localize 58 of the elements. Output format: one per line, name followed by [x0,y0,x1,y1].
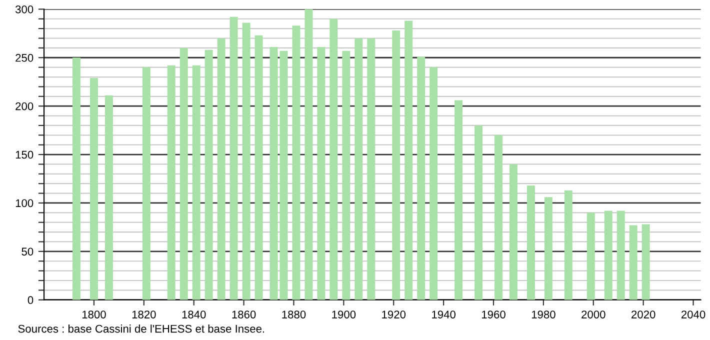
bar [204,50,213,300]
bar [526,186,535,300]
bar [642,224,650,300]
bar [270,46,278,300]
bar [404,20,413,300]
bar [430,67,438,300]
bar [616,210,625,300]
x-tick-label: 1980 [532,310,556,318]
bar [629,225,638,300]
x-tick-label: 2020 [632,310,656,318]
source-note: Sources : base Cassini de l'EHESS et base Insee. [18,324,264,333]
bar [242,22,250,300]
x-tick-label: 1960 [482,310,506,318]
y-tick-label: 0 [28,296,34,304]
bar [417,56,426,300]
bar [454,100,463,300]
bar [90,78,98,300]
x-tick-label: 1840 [182,310,206,318]
x-tick-label: 1800 [82,310,106,318]
bar [142,67,150,300]
y-tick-label: 300 [15,5,34,14]
x-tick-label: 1880 [282,310,306,318]
bar [564,190,572,300]
bar [474,125,483,300]
x-tick-label: 1940 [432,310,456,318]
bar [167,65,176,300]
bar [104,95,113,300]
bar [604,210,612,300]
bar [330,18,338,300]
x-tick-label: 1820 [132,310,156,318]
bar [304,9,313,300]
bar [192,65,200,300]
bar [180,48,188,300]
y-tick-label: 200 [16,102,34,110]
bar [586,212,595,300]
bar [342,50,350,300]
bar [72,58,80,300]
y-tick-label: 50 [22,248,34,256]
bar [544,197,552,300]
x-tick-label: 1920 [382,310,406,318]
x-tick-label: 1900 [332,310,356,318]
y-tick-label: 100 [16,199,34,208]
bar [317,46,326,300]
x-tick-label: 2000 [582,310,606,318]
bar [494,135,502,300]
bar [230,16,238,300]
bar [354,38,363,300]
x-tick-label: 2040 [681,310,706,318]
y-tick-label: 250 [16,54,34,62]
bar [367,38,376,300]
bar [280,50,288,300]
y-tick-label: 150 [16,150,34,159]
x-tick-label: 1860 [232,310,256,318]
bar [217,38,226,300]
bar [254,35,263,300]
bar [392,30,400,300]
bar [292,26,300,300]
bar [509,164,518,300]
